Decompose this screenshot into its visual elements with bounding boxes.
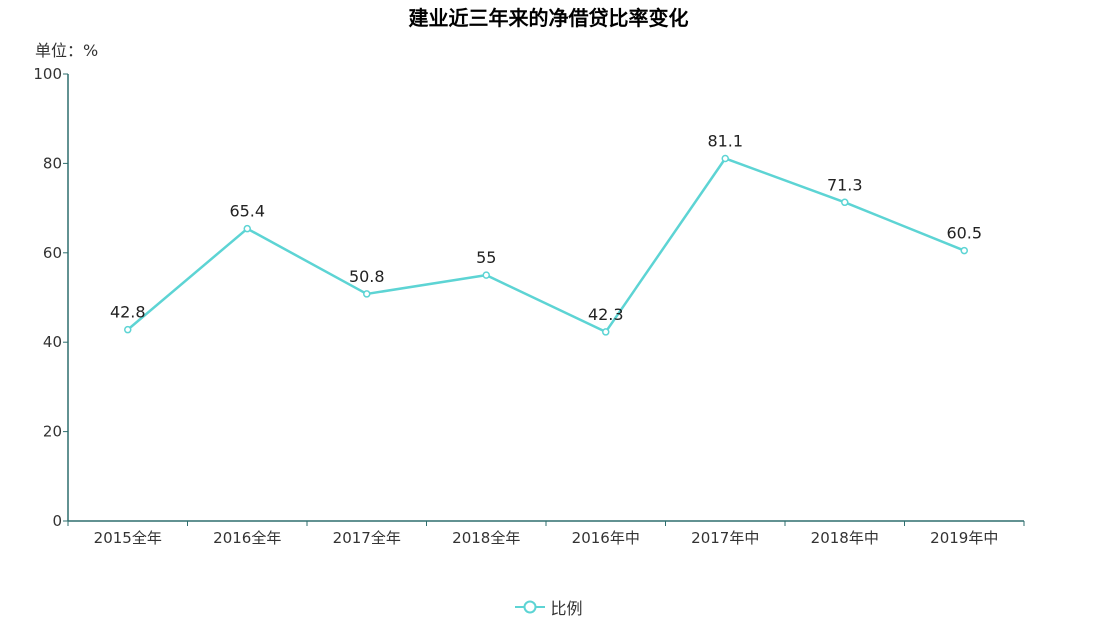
y-tick-label: 100 [33, 65, 62, 83]
legend: 比例 [0, 595, 1097, 619]
data-point [960, 246, 968, 255]
data-label: 81.1 [707, 131, 743, 150]
data-label: 55 [476, 248, 496, 267]
y-tick-label: 80 [43, 154, 62, 172]
x-tick-label: 2019年中 [930, 529, 998, 547]
data-point [721, 154, 729, 163]
y-unit-label: 单位：% [35, 41, 99, 60]
data-label: 65.4 [229, 202, 265, 221]
data-point [482, 271, 490, 279]
x-tick-label: 2017全年 [333, 529, 401, 547]
x-tick-label: 2018年中 [811, 529, 879, 547]
y-tick-label: 0 [52, 512, 62, 530]
data-label: 42.8 [110, 303, 146, 322]
data-point [243, 224, 251, 233]
legend-line-marker-icon [515, 600, 546, 614]
data-point [124, 325, 132, 334]
chart-title: 建业近三年来的净借贷比率变化 [408, 6, 689, 30]
y-tick-label: 20 [43, 423, 62, 441]
data-point [602, 328, 610, 336]
data-point [363, 290, 371, 298]
legend-label: 比例 [550, 599, 583, 618]
legend-item-series[interactable]: 比例 [514, 595, 583, 619]
x-tick-label: 2017年中 [691, 529, 759, 547]
series-line [126, 157, 965, 334]
data-label: 60.5 [946, 224, 982, 243]
y-tick-label: 40 [43, 333, 62, 351]
data-label: 50.8 [349, 267, 385, 286]
data-label: 71.3 [827, 175, 863, 194]
x-tick-label: 2016年中 [572, 529, 640, 547]
data-label: 42.3 [588, 305, 624, 324]
x-tick-label: 2015全年 [94, 529, 162, 547]
y-tick-label: 60 [43, 244, 62, 262]
x-tick-label: 2016全年 [213, 529, 281, 547]
x-tick-label: 2018全年 [452, 529, 520, 547]
data-point [841, 198, 849, 207]
